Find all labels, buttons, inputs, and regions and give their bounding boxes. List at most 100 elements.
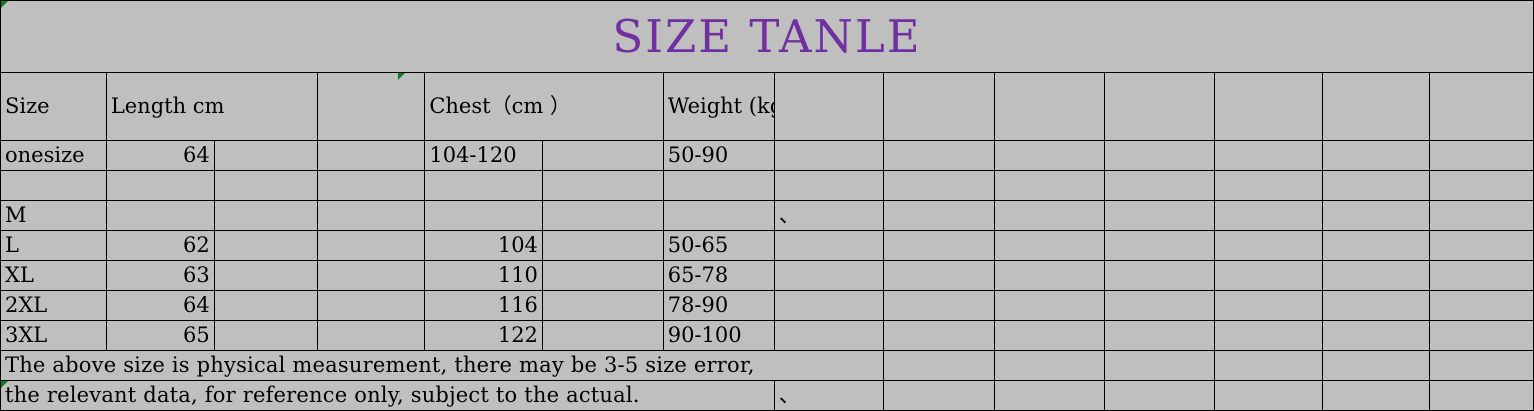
cell-empty-7 — [1429, 230, 1534, 261]
cell-empty-7 — [1429, 200, 1534, 231]
cell-empty-4 — [1104, 320, 1216, 351]
cell-chest: 116 — [424, 290, 543, 321]
cell-chest-extra — [541, 200, 664, 231]
table-header-row: Size Length cm Chest（cm ） Weight (kg) — [0, 72, 1534, 141]
table-row — [0, 170, 1534, 201]
cell-empty-2 — [882, 140, 996, 171]
header-empty-1 — [773, 72, 884, 141]
header-size: Size — [0, 72, 107, 141]
cell-length-extra — [213, 200, 319, 231]
cell-empty-3 — [994, 230, 1106, 261]
table-row: 2XL 64 116 78-90 — [0, 290, 1534, 321]
note2-empty-2 — [994, 380, 1106, 411]
cell-col4 — [317, 230, 426, 261]
cell-empty-2 — [882, 170, 996, 201]
cell-empty-6 — [1322, 290, 1431, 321]
cell-empty-6 — [1322, 200, 1431, 231]
note1-empty-3 — [1104, 350, 1216, 381]
cell-empty-4 — [1104, 260, 1216, 291]
cell-chest-extra — [541, 140, 664, 171]
cell-size: XL — [0, 260, 107, 291]
table-row: M 、 — [0, 200, 1534, 231]
cell-empty-2 — [882, 320, 996, 351]
cell-tick-mark: 、 — [773, 200, 884, 231]
cell-weight: 65-78 — [662, 260, 775, 291]
cell-col4 — [317, 170, 426, 201]
cell-col4 — [317, 200, 426, 231]
cell-empty-5 — [1214, 230, 1324, 261]
cell-empty-1 — [773, 260, 884, 291]
cell-size: 2XL — [0, 290, 107, 321]
cell-length: 64 — [105, 290, 215, 321]
cell-empty-5 — [1214, 260, 1324, 291]
note2-empty-4 — [1214, 380, 1324, 411]
note-row-1: The above size is physical measurement, … — [0, 350, 1534, 381]
cell-length — [105, 200, 215, 231]
cell-empty-7 — [1429, 260, 1534, 291]
cell-chest — [424, 200, 543, 231]
cell-chest — [424, 170, 543, 201]
note2-empty-3 — [1104, 380, 1216, 411]
note1-empty-6 — [1429, 350, 1534, 381]
cell-size: M — [0, 200, 107, 231]
cell-length: 65 — [105, 320, 215, 351]
cell-length-extra — [213, 140, 319, 171]
cell-empty-6 — [1322, 230, 1431, 261]
cell-size: 3XL — [0, 320, 107, 351]
cell-length-extra — [213, 260, 319, 291]
cell-empty-1 — [773, 290, 884, 321]
cell-empty-2 — [882, 260, 996, 291]
cell-col4 — [317, 290, 426, 321]
cell-chest-extra — [541, 260, 664, 291]
note2-empty-5 — [1322, 380, 1431, 411]
note2-empty-6 — [1429, 380, 1534, 411]
cell-chest: 104 — [424, 230, 543, 261]
cell-chest-extra — [541, 170, 664, 201]
cell-empty-5 — [1214, 170, 1324, 201]
cell-empty-3 — [994, 290, 1106, 321]
table-row: 3XL 65 122 90-100 — [0, 320, 1534, 351]
cell-chest: 104-120 — [424, 140, 543, 171]
cell-empty-5 — [1214, 200, 1324, 231]
cell-empty-1 — [773, 140, 884, 171]
cell-col4 — [317, 320, 426, 351]
cell-empty-6 — [1322, 320, 1431, 351]
cell-empty-1 — [773, 320, 884, 351]
cell-empty-1 — [773, 170, 884, 201]
title-row: SIZE TANLE — [0, 0, 1534, 73]
note1-empty-1 — [882, 350, 996, 381]
cell-empty-7 — [1429, 170, 1534, 201]
cell-size: L — [0, 230, 107, 261]
cell-length: 63 — [105, 260, 215, 291]
cell-chest-extra — [541, 230, 664, 261]
cell-col4 — [317, 260, 426, 291]
cell-empty-2 — [882, 200, 996, 231]
header-empty-6 — [1322, 72, 1431, 141]
header-empty-5 — [1214, 72, 1324, 141]
cell-weight: 90-100 — [662, 320, 775, 351]
header-empty-4 — [1104, 72, 1216, 141]
cell-weight: 78-90 — [662, 290, 775, 321]
cell-empty-4 — [1104, 170, 1216, 201]
cell-empty-5 — [1214, 140, 1324, 171]
cell-empty-4 — [1104, 140, 1216, 171]
cell-empty-1 — [773, 230, 884, 261]
cell-empty-5 — [1214, 320, 1324, 351]
cell-empty-3 — [994, 200, 1106, 231]
cell-empty-3 — [994, 140, 1106, 171]
page-title: SIZE TANLE — [612, 10, 922, 63]
cell-empty-6 — [1322, 140, 1431, 171]
cell-weight: 50-90 — [662, 140, 775, 171]
cell-weight: 50-65 — [662, 230, 775, 261]
header-chest: Chest（cm ） — [424, 72, 664, 141]
cell-weight — [662, 170, 775, 201]
note2-empty-1 — [882, 380, 996, 411]
header-length-spacer — [317, 72, 426, 141]
cell-empty-4 — [1104, 290, 1216, 321]
cell-size — [0, 170, 107, 201]
note-line-2: the relevant data, for reference only, s… — [0, 380, 775, 411]
table-row: onesize 64 104-120 50-90 — [0, 140, 1534, 171]
cell-length-extra — [213, 230, 319, 261]
